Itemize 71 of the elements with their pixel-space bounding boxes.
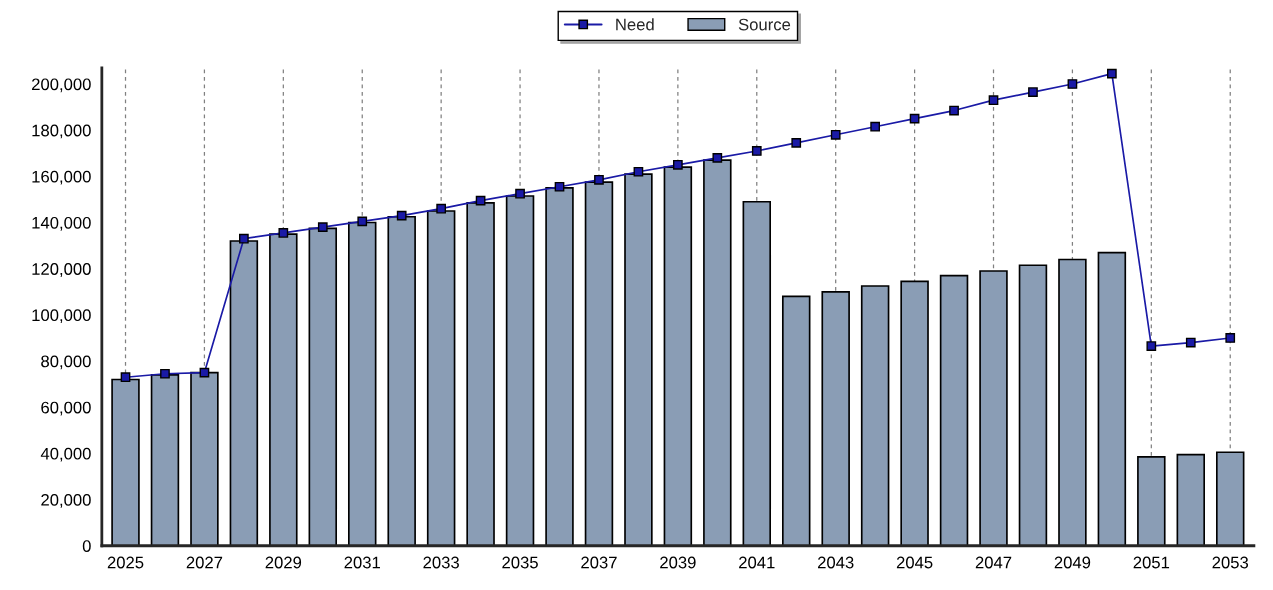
bar — [190, 371, 219, 546]
point — [673, 159, 683, 170]
x-tick-label: 2047 — [975, 556, 1012, 569]
bar — [1058, 258, 1087, 546]
point — [160, 368, 170, 379]
x-tick-label: 2037 — [581, 556, 617, 569]
point — [278, 228, 289, 238]
point — [1028, 87, 1038, 97]
x-tick-label: 2051 — [1133, 556, 1170, 569]
x-tick-label: 2033 — [423, 556, 459, 569]
y-tick-label: 40,000 — [40, 447, 91, 462]
x-tick-label: 2045 — [896, 556, 933, 569]
bar — [1097, 251, 1127, 546]
point — [1146, 341, 1157, 351]
point — [949, 105, 959, 116]
bar — [781, 295, 811, 546]
point — [317, 222, 328, 233]
x-tick-label: 2039 — [660, 556, 696, 569]
x-tick-label: 2035 — [502, 556, 538, 569]
point — [988, 95, 999, 106]
point — [554, 181, 565, 192]
point — [791, 138, 802, 148]
x-tick-label: 2031 — [344, 556, 380, 569]
point — [830, 129, 841, 140]
bar — [1215, 451, 1245, 546]
point — [594, 174, 604, 185]
x-tick-label: 2041 — [739, 556, 775, 569]
bar — [347, 221, 377, 546]
bar — [860, 285, 890, 546]
x-tick-label: 2049 — [1054, 556, 1091, 569]
y-tick-label: 200,000 — [32, 78, 91, 93]
bar — [1018, 264, 1048, 546]
y-tick-label: 160,000 — [32, 170, 91, 185]
y-tick-label: 60,000 — [41, 401, 91, 416]
bar — [900, 280, 929, 546]
bar — [979, 270, 1008, 546]
y-tick-label: 100,000 — [32, 309, 91, 324]
point — [1067, 79, 1078, 89]
bar — [821, 290, 850, 546]
bar — [1176, 453, 1206, 546]
x-tick-label: 2025 — [107, 556, 144, 569]
y-tick-label: 180,000 — [32, 124, 91, 139]
bar — [742, 200, 772, 546]
point — [712, 153, 723, 163]
point — [1185, 337, 1196, 348]
bar — [939, 274, 969, 546]
point — [751, 146, 762, 156]
y-tick-label: 20,000 — [41, 493, 91, 508]
point — [396, 210, 407, 221]
point — [633, 166, 644, 177]
legend-label: Source — [738, 18, 791, 31]
point — [436, 203, 447, 214]
x-tick-label: 2029 — [265, 556, 302, 569]
y-tick-label: 0 — [82, 540, 91, 552]
point — [357, 216, 368, 227]
x-tick-label: 2043 — [817, 556, 854, 569]
x-tick-label: 2027 — [186, 556, 223, 569]
x-tick-label: 2053 — [1212, 556, 1249, 569]
y-tick-label: 140,000 — [32, 216, 91, 231]
point — [239, 233, 249, 244]
point — [909, 113, 920, 124]
bar — [387, 215, 416, 546]
bar — [1137, 456, 1166, 546]
point — [515, 188, 525, 199]
y-tick-label: 120,000 — [32, 263, 91, 277]
legend-label: Need — [616, 18, 654, 31]
y-tick-label: 80,000 — [41, 355, 91, 370]
point — [1107, 68, 1117, 79]
point — [1225, 333, 1236, 343]
point — [870, 121, 881, 132]
point — [120, 372, 131, 383]
